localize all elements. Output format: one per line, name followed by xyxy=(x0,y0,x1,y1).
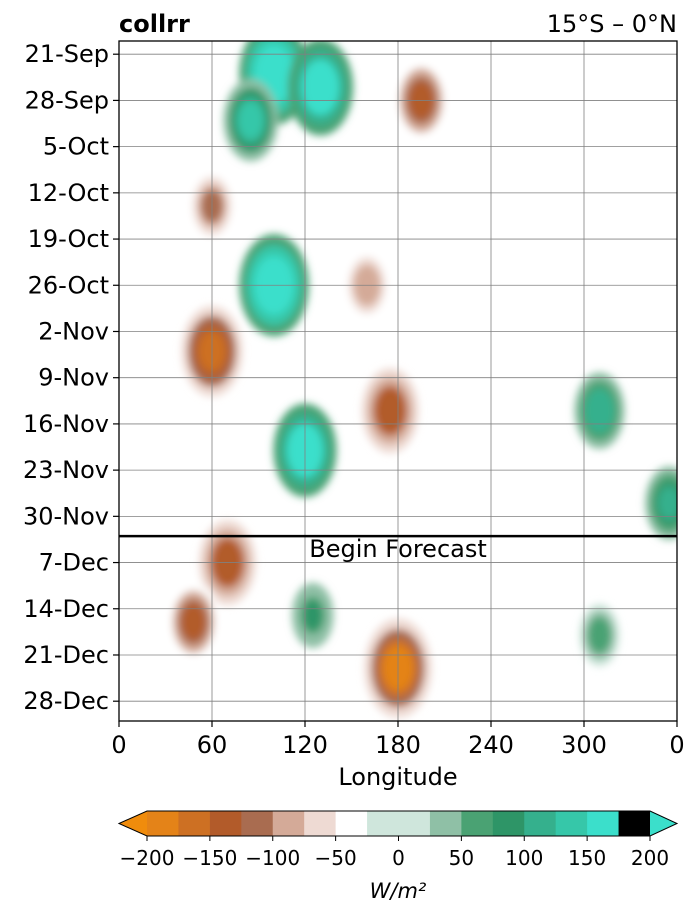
colorbar-segment xyxy=(587,811,620,836)
x-tick-label: 0 xyxy=(669,731,684,759)
colorbar xyxy=(117,810,679,837)
colorbar-label: W/m² xyxy=(370,879,427,903)
anomaly-blob xyxy=(181,604,206,640)
x-axis-label: Longitude xyxy=(338,763,457,791)
x-axis: 0 60 120 180 240 300 0 xyxy=(111,721,685,759)
y-tick-label: 21-Sep xyxy=(25,40,109,68)
colorbar-tick-label: −50 xyxy=(315,846,357,870)
x-tick-label: 180 xyxy=(375,731,421,759)
y-tick-label: 19-Oct xyxy=(28,225,109,253)
anomaly-blob xyxy=(305,65,336,109)
y-tick-label: 5-Oct xyxy=(43,133,109,161)
colorbar-tick-label: 150 xyxy=(568,846,606,870)
colorbar-segment xyxy=(555,811,588,836)
colorbar-tick-label: 100 xyxy=(505,846,543,870)
colorbar-tick-label: 0 xyxy=(392,846,405,870)
y-tick-label: 12-Oct xyxy=(28,179,109,207)
x-tick-label: 120 xyxy=(282,731,328,759)
y-tick-label: 7-Dec xyxy=(39,549,109,577)
colorbar-segment xyxy=(209,811,242,836)
colorbar-tick-label: −100 xyxy=(245,846,300,870)
x-tick-label: 0 xyxy=(111,731,126,759)
forecast-label: Begin Forecast xyxy=(309,535,487,563)
colorbar-segment xyxy=(335,811,368,836)
y-tick-label: 9-Nov xyxy=(38,364,109,392)
anomaly-blob xyxy=(258,50,290,98)
anomaly-blob xyxy=(590,621,609,650)
chart-title-left: collrr xyxy=(119,10,190,38)
colorbar-segment xyxy=(241,811,274,836)
colorbar-extend-high xyxy=(650,811,677,836)
chart-title-right: 15°S – 0°N xyxy=(547,10,677,38)
colorbar-tick-label: 50 xyxy=(449,846,474,870)
colorbar-segment xyxy=(272,811,305,836)
colorbar-tick-label: 200 xyxy=(631,846,669,870)
anomaly-blob xyxy=(658,486,677,520)
y-tick-label: 30-Nov xyxy=(23,502,109,530)
anomaly-blob xyxy=(238,101,264,139)
anomaly-blob xyxy=(303,600,323,631)
colorbar-ticks: −200 −150 −100 −50 0 50 100 150 200 xyxy=(120,836,669,870)
colorbar-segment xyxy=(367,811,431,836)
colorbar-segment xyxy=(461,811,494,836)
y-tick-label: 26-Oct xyxy=(28,271,109,299)
colorbar-tick-label: −150 xyxy=(182,846,237,870)
y-tick-label: 21-Dec xyxy=(23,641,109,669)
y-tick-label: 23-Nov xyxy=(23,456,109,484)
x-tick-label: 300 xyxy=(561,731,607,759)
y-axis: 21-Sep 28-Sep 5-Oct 12-Oct 19-Oct 26-Oct 2-Nov… xyxy=(23,40,119,715)
colorbar-segment xyxy=(178,811,211,836)
colorbar-segment xyxy=(304,811,337,836)
colorbar-segment xyxy=(524,811,557,836)
anomaly-blob xyxy=(377,391,404,430)
y-tick-label: 28-Dec xyxy=(23,687,109,715)
y-tick-label: 28-Sep xyxy=(25,86,109,114)
colorbar-segment xyxy=(429,811,462,836)
y-tick-label: 16-Nov xyxy=(23,410,109,438)
anomaly-blob xyxy=(588,393,611,428)
colorbar-extend-low xyxy=(119,811,147,836)
colorbar-tick-label: −200 xyxy=(120,846,175,870)
y-tick-label: 2-Nov xyxy=(38,317,109,345)
y-tick-label: 14-Dec xyxy=(23,595,109,623)
x-tick-label: 240 xyxy=(468,731,514,759)
colorbar-segment xyxy=(147,811,179,836)
colorbar-segment xyxy=(618,811,651,836)
x-tick-label: 60 xyxy=(197,731,228,759)
colorbar-segment xyxy=(492,811,525,836)
